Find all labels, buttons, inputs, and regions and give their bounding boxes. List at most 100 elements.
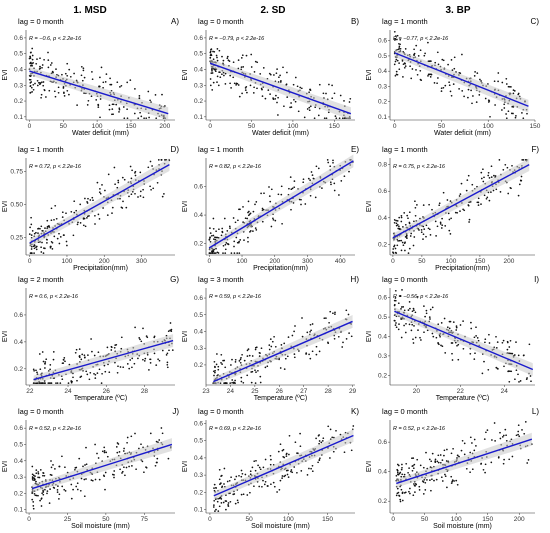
- data-point: [212, 506, 215, 508]
- data-point: [75, 466, 78, 469]
- data-point: [338, 117, 341, 120]
- data-point: [512, 89, 515, 91]
- data-point: [269, 338, 272, 340]
- data-point: [467, 96, 469, 99]
- data-point: [79, 222, 82, 224]
- data-point: [30, 86, 33, 89]
- data-point: [434, 61, 437, 64]
- data-point: [52, 358, 55, 361]
- data-point: [101, 184, 103, 186]
- data-point: [437, 77, 439, 79]
- data-point: [125, 206, 128, 209]
- data-point: [74, 351, 77, 354]
- data-point: [341, 117, 344, 120]
- data-point: [134, 170, 137, 173]
- y-axis-label: EVI: [366, 69, 373, 80]
- y-tick-label: 0.6: [378, 38, 387, 45]
- data-point: [398, 68, 401, 71]
- data-point: [325, 92, 327, 95]
- data-point: [46, 227, 49, 230]
- confidence-band: [29, 158, 170, 248]
- y-tick-label: 0.1: [194, 114, 203, 121]
- data-point: [40, 497, 43, 500]
- data-point: [220, 498, 223, 500]
- data-point: [487, 174, 490, 177]
- data-point: [518, 435, 521, 438]
- data-point: [218, 505, 221, 508]
- data-point: [91, 196, 94, 199]
- data-point: [294, 100, 297, 103]
- x-axis-label: Soil moisture (mm): [433, 523, 492, 530]
- data-point: [401, 60, 404, 62]
- data-point: [157, 358, 159, 361]
- data-point: [259, 381, 262, 384]
- panel-h: 23 24 25 26 27 28 290.20.30.40.50.6Temperature…: [182, 275, 359, 402]
- x-axis-label: Water deficit (mm): [252, 130, 309, 137]
- data-point: [448, 84, 451, 87]
- data-point: [33, 247, 36, 250]
- data-point: [459, 193, 462, 195]
- data-point: [404, 331, 407, 334]
- data-point: [91, 71, 93, 73]
- regression-line: [392, 164, 530, 239]
- data-point: [161, 349, 164, 352]
- data-point: [224, 382, 227, 384]
- y-tick-label: 0.1: [378, 114, 387, 121]
- y-tick-label: 0.3: [378, 83, 387, 90]
- data-point: [416, 73, 419, 76]
- data-point: [94, 223, 96, 225]
- x-tick-label: 24: [64, 388, 72, 395]
- data-point: [66, 244, 68, 247]
- data-point: [274, 98, 277, 100]
- y-tick-label: 0.6: [194, 184, 203, 191]
- data-point: [318, 83, 321, 86]
- data-point: [456, 454, 459, 457]
- data-point: [457, 343, 460, 346]
- data-point: [495, 347, 498, 349]
- data-point: [76, 104, 78, 106]
- data-point: [318, 434, 320, 436]
- data-point: [474, 352, 476, 355]
- data-point: [37, 227, 39, 230]
- data-point: [431, 332, 434, 335]
- data-point: [281, 222, 283, 225]
- data-point: [158, 439, 161, 441]
- data-point: [429, 308, 432, 311]
- data-point: [241, 472, 244, 475]
- data-point: [83, 217, 86, 220]
- data-point: [513, 90, 516, 92]
- data-point: [123, 117, 126, 120]
- data-point: [409, 307, 411, 310]
- data-point: [398, 45, 401, 48]
- data-point: [63, 357, 66, 359]
- data-point: [44, 247, 46, 250]
- data-point: [394, 247, 397, 250]
- data-point: [450, 217, 452, 220]
- data-point: [75, 348, 78, 351]
- data-point: [284, 357, 287, 360]
- data-point: [52, 464, 54, 466]
- data-point: [255, 371, 257, 373]
- y-tick-label: 0.4: [378, 469, 387, 476]
- data-point: [290, 106, 293, 108]
- data-point: [92, 199, 94, 202]
- data-point: [31, 498, 34, 501]
- data-point: [400, 468, 403, 471]
- data-point: [462, 208, 464, 211]
- data-point: [62, 362, 65, 364]
- data-point: [217, 497, 219, 500]
- data-point: [244, 217, 247, 220]
- data-point: [453, 480, 455, 482]
- data-point: [282, 455, 285, 458]
- data-point: [250, 66, 253, 68]
- data-point: [44, 361, 47, 363]
- data-point: [209, 51, 212, 54]
- data-point: [394, 74, 397, 77]
- data-point: [42, 472, 44, 474]
- data-point: [30, 216, 32, 219]
- data-point: [250, 381, 253, 384]
- data-point: [440, 90, 443, 92]
- data-point: [213, 487, 215, 489]
- data-point: [393, 304, 396, 307]
- data-point: [80, 74, 83, 77]
